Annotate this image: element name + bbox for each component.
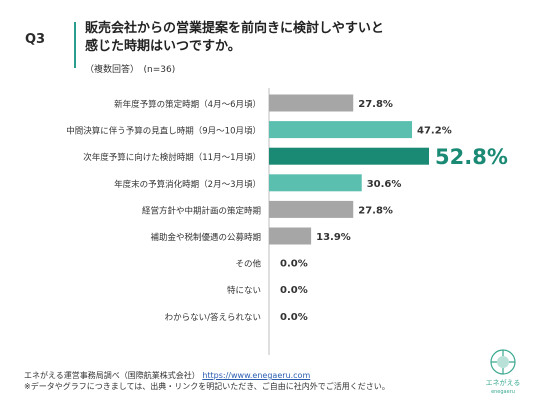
source-link[interactable]: https://www.enegaeru.com <box>202 371 311 380</box>
chart-title-line-2: 感じた時期はいつですか。 <box>85 39 241 54</box>
bar <box>269 174 362 192</box>
value-label: 0.0% <box>280 312 308 323</box>
value-label: 0.0% <box>280 259 308 270</box>
logo-subtext: enegaeru <box>491 389 515 395</box>
category-label: 年度末の予算消化時期（2月～3月頃） <box>114 179 261 190</box>
chart-title-line-1: 販売会社からの営業提案を前向きに検討しやすいと <box>85 21 384 36</box>
category-label: 新年度予算の策定時期（4月～6月頃） <box>114 99 261 110</box>
bar <box>269 121 413 139</box>
category-label: 補助金や税制優遇の公募時期 <box>150 232 261 243</box>
source-line: エネがえる運営事務局調べ（国際航業株式会社） https://www.enega… <box>24 370 310 381</box>
chart-title: 販売会社からの営業提案を前向きに検討しやすいと 感じた時期はいつですか。 <box>85 20 525 56</box>
logo-icon: エネがえる enegaeru <box>486 349 521 395</box>
value-label: 27.8% <box>358 99 393 110</box>
category-label: 経営方針や中期計画の策定時期 <box>142 205 261 216</box>
value-label: 47.2% <box>417 126 452 137</box>
title-accent-bar <box>74 22 76 68</box>
category-label: 次年度予算に向けた検討時期（11月～1月頃） <box>83 152 261 163</box>
logo-text: エネがえる <box>486 378 521 387</box>
enegaeru-logo: エネがえる enegaeru <box>478 342 528 398</box>
bar <box>269 200 354 218</box>
source-text: エネがえる運営事務局調べ（国際航業株式会社） <box>24 371 200 380</box>
value-label: 0.0% <box>280 285 308 296</box>
value-label: 52.8% <box>435 145 508 169</box>
category-label: わからない/答えられない <box>165 312 261 323</box>
bar <box>269 147 429 165</box>
usage-note: ※データやグラフにつきましては、出典・リンクを明記いただき、ご自由に社内外でご活… <box>24 382 390 391</box>
value-label: 30.6% <box>367 179 402 190</box>
value-label: 13.9% <box>316 232 351 243</box>
bar <box>269 94 354 112</box>
category-label: その他 <box>235 259 261 270</box>
question-number: Q3 <box>25 32 46 47</box>
bar <box>269 227 312 245</box>
value-label: 27.8% <box>358 205 393 216</box>
category-label: 特にない <box>227 285 261 296</box>
category-label: 中間決算に伴う予算の見直し時期（9月～10月頃） <box>66 126 261 137</box>
chart-subtitle: （複数回答） (n=36) <box>85 65 176 75</box>
